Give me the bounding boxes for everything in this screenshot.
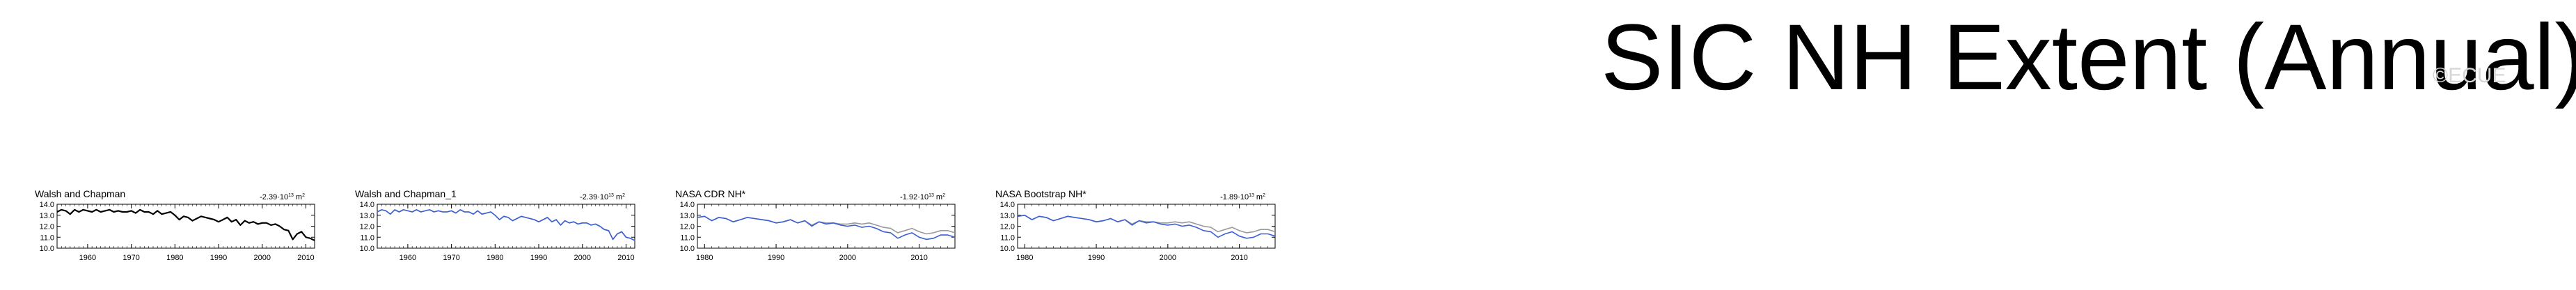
chart-svg: NASA Bootstrap NH* -1.89·1013 m2 1980 1990…: [995, 188, 1276, 262]
trend-annotation: -2.39·1013 m2: [260, 193, 305, 201]
y-tick-label: 12.0: [680, 223, 695, 231]
trend-units: m: [936, 193, 942, 201]
y-tick-label: 10.0: [1000, 245, 1015, 253]
figure-title: SIC NH Extent (Annual): [1601, 6, 2576, 109]
trend-times: ·10: [1238, 193, 1249, 201]
x-tick-label: 1990: [1088, 254, 1105, 262]
series-line-0: [377, 209, 635, 241]
y-tick-label: 11.0: [40, 234, 54, 242]
x-tick-label: 1970: [443, 254, 459, 262]
trend-annotation: -1.89·1013 m2: [1220, 193, 1265, 201]
trend-units: m: [616, 193, 622, 201]
x-tick-label: 2010: [297, 254, 314, 262]
panel-title: NASA CDR NH*: [675, 188, 746, 199]
trend-exponent: 13: [929, 193, 934, 198]
panel-title: NASA Bootstrap NH*: [995, 188, 1086, 199]
x-tick-label: 1990: [530, 254, 547, 262]
plot-frame: [377, 204, 635, 249]
trend-coefficient: -2.39: [580, 193, 597, 201]
trend-units-exponent: 2: [942, 193, 945, 198]
y-tick-label: 13.0: [680, 212, 695, 220]
x-tick-label: 1980: [487, 254, 503, 262]
x-tick-label: 2000: [574, 254, 591, 262]
y-tick-label: 14.0: [40, 201, 54, 209]
y-tick-label: 14.0: [680, 201, 695, 209]
trend-coefficient: -1.92: [900, 193, 917, 201]
y-tick-label: 11.0: [680, 234, 695, 242]
y-tick-label: 12.0: [360, 223, 374, 231]
series-line-1: [697, 215, 956, 235]
panel-title: Walsh and Chapman_1: [355, 188, 457, 199]
x-tick-label: 1980: [166, 254, 183, 262]
trend-coefficient: -2.39: [260, 193, 277, 201]
y-tick-label: 11.0: [1000, 234, 1015, 242]
series-line-0: [56, 208, 315, 241]
trend-units-exponent: 2: [302, 193, 305, 198]
x-tick-label: 1960: [400, 254, 416, 262]
x-tick-label: 1980: [696, 254, 713, 262]
trend-times: ·10: [917, 193, 929, 201]
y-tick-label: 10.0: [680, 245, 695, 253]
trend-units: m: [296, 193, 302, 201]
watermark: ©ECUE: [2433, 64, 2506, 87]
y-tick-label: 14.0: [1000, 201, 1015, 209]
chart-svg: NASA CDR NH* -1.92·1013 m2 1980 1990 2000 20…: [675, 188, 956, 262]
trend-annotation: -2.39·1013 m2: [580, 193, 625, 201]
chart-panel-nasa-cdr: NASA CDR NH* -1.92·1013 m2 1980 1990 2000 20…: [668, 187, 974, 290]
plot-frame: [1017, 204, 1276, 249]
y-tick-label: 10.0: [40, 245, 54, 253]
y-tick-label: 12.0: [1000, 223, 1015, 231]
x-tick-label: 1960: [79, 254, 96, 262]
trend-coefficient: -1.89: [1220, 193, 1238, 201]
chart-panel-walsh-chapman-1: Walsh and Chapman_1 -2.39·1013 m2 1960 197…: [348, 187, 654, 290]
y-tick-label: 10.0: [360, 245, 374, 253]
x-tick-label: 2000: [1160, 254, 1176, 262]
x-tick-label: 1990: [768, 254, 784, 262]
x-tick-label: 2010: [617, 254, 634, 262]
chart-svg: Walsh and Chapman -2.39·1013 m2 1960 1970 1…: [35, 188, 315, 262]
x-tick-label: 1970: [123, 254, 139, 262]
x-tick-label: 1990: [210, 254, 227, 262]
trend-exponent: 13: [608, 193, 614, 198]
y-tick-label: 12.0: [40, 223, 54, 231]
x-tick-label: 1980: [1016, 254, 1033, 262]
trend-exponent: 13: [1249, 193, 1254, 198]
trend-units: m: [1256, 193, 1263, 201]
x-tick-label: 2010: [910, 254, 927, 262]
trend-exponent: 13: [288, 193, 294, 198]
chart-svg: Walsh and Chapman_1 -2.39·1013 m2 1960 197…: [355, 188, 635, 262]
x-tick-label: 2000: [254, 254, 271, 262]
trend-times: ·10: [597, 193, 608, 201]
panel-title: Walsh and Chapman: [35, 188, 125, 199]
chart-panel-walsh-chapman: Walsh and Chapman -2.39·1013 m2 1960 1970 1…: [28, 187, 334, 290]
series-line-1: [377, 209, 635, 241]
series-line-0: [1017, 214, 1276, 239]
trend-units-exponent: 2: [1263, 193, 1265, 198]
x-tick-label: 2000: [839, 254, 856, 262]
y-tick-label: 13.0: [1000, 212, 1015, 220]
trend-times: ·10: [277, 193, 288, 201]
y-tick-label: 11.0: [360, 234, 374, 242]
plot-frame: [697, 204, 956, 249]
series-line-0: [697, 215, 956, 241]
y-tick-label: 14.0: [360, 201, 374, 209]
trend-annotation: -1.92·1013 m2: [900, 193, 945, 201]
x-tick-label: 2010: [1231, 254, 1247, 262]
trend-units-exponent: 2: [622, 193, 625, 198]
y-tick-label: 13.0: [360, 212, 374, 220]
y-tick-label: 13.0: [40, 212, 54, 220]
series-line-1: [1017, 214, 1276, 234]
chart-panel-nasa-bootstrap: NASA Bootstrap NH* -1.89·1013 m2 1980 1990…: [988, 187, 1295, 290]
